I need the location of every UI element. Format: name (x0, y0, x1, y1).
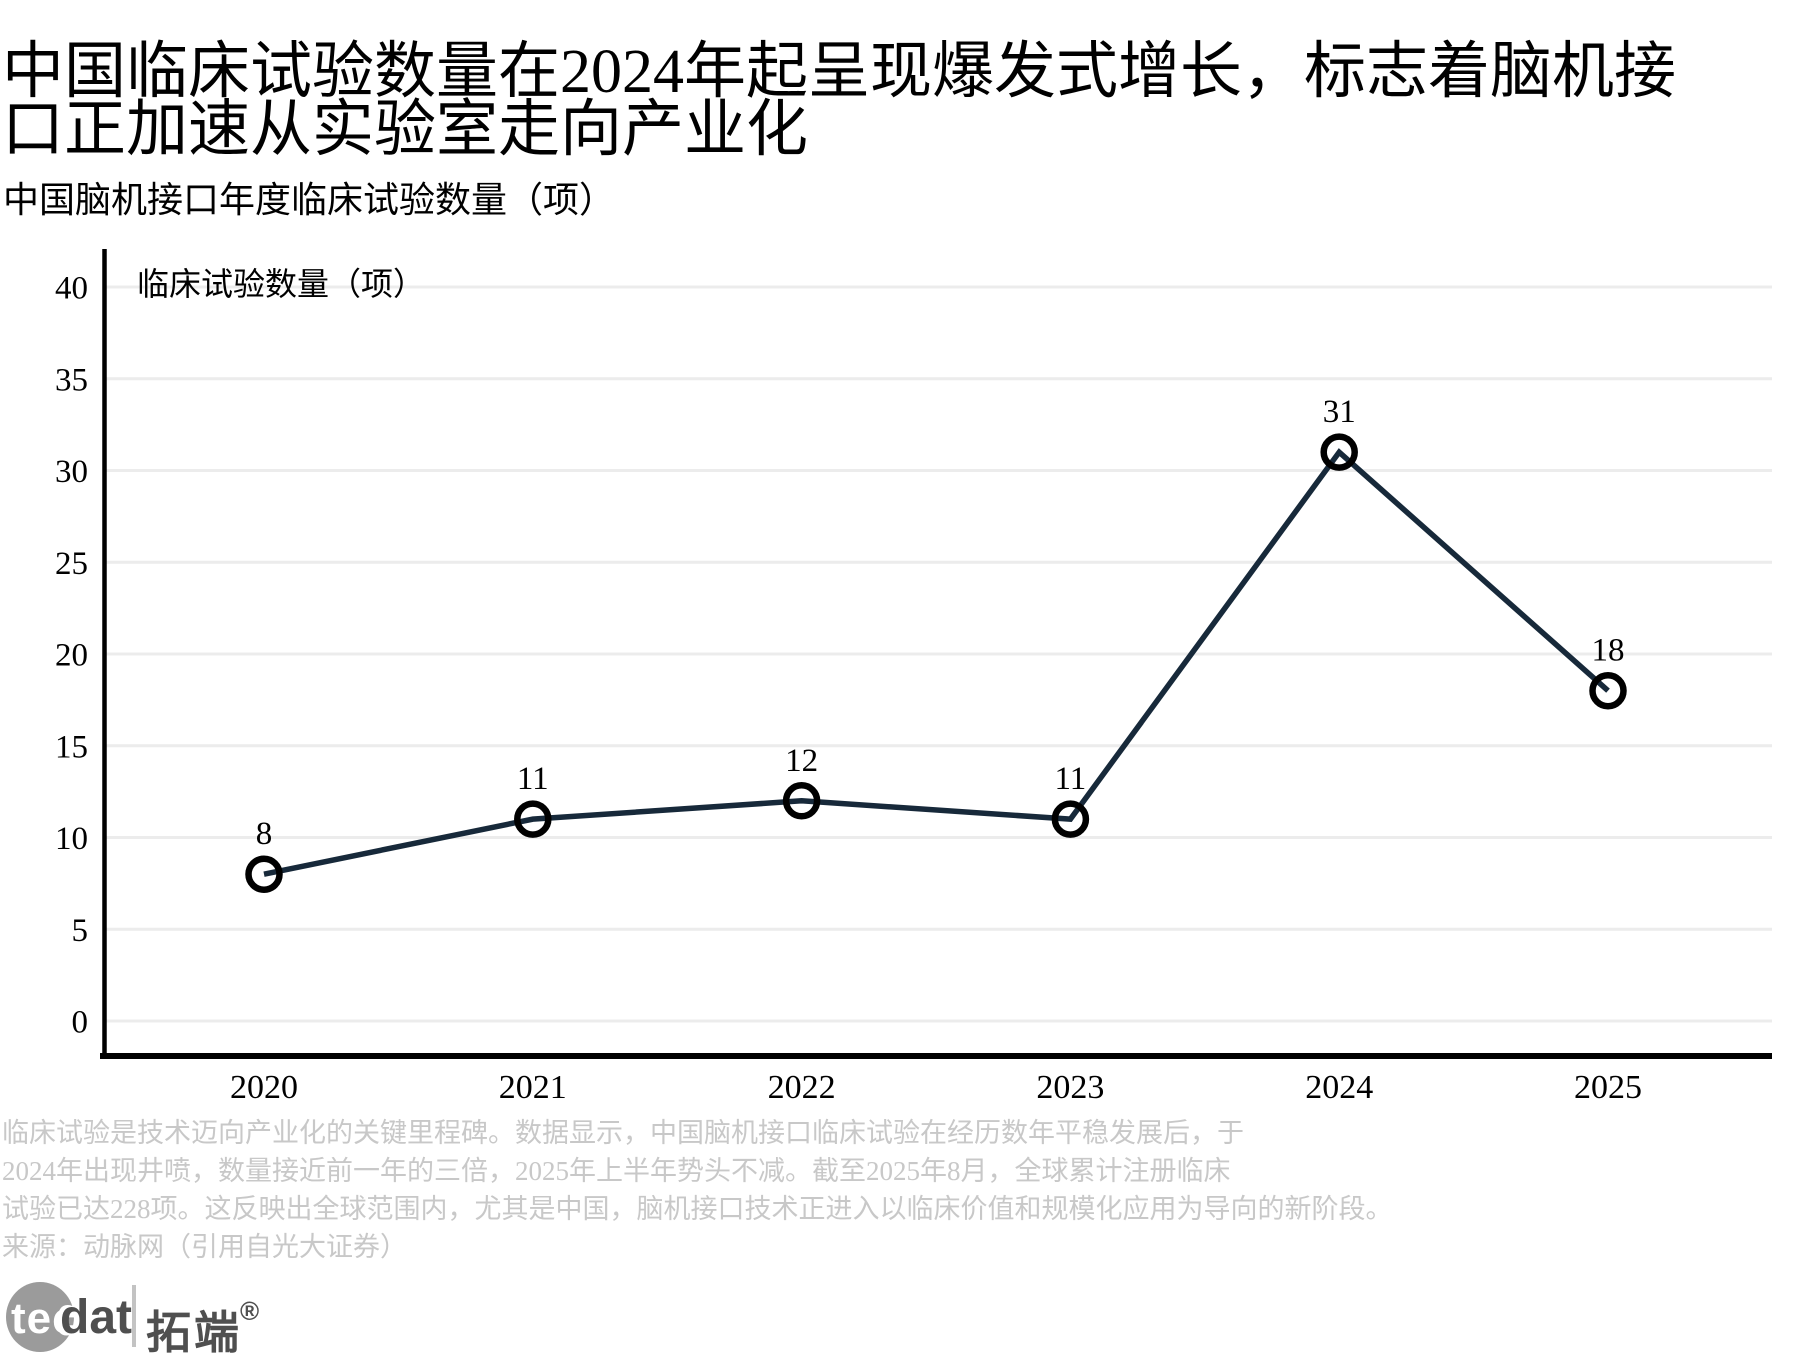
x-tick-label: 2024 (1305, 1069, 1373, 1106)
data-point-label: 11 (517, 761, 549, 797)
data-point-marker (245, 855, 283, 893)
data-line (263, 448, 1610, 877)
logo-circle-icon (6, 1282, 74, 1352)
chart-subtitle: 中国脑机接口年度临床试验数量（项） (3, 179, 616, 220)
data-point-marker (1051, 800, 1090, 838)
footnote-line: 试验已达228项。这反映出全球范围内，尤其是中国，脑机接口技术正进入以临床价值和… (2, 1194, 1393, 1224)
page-title-line-2: 口正加速从实验室走向产业化 (2, 96, 809, 165)
logo-divider (132, 1285, 136, 1347)
data-point-marker (782, 782, 821, 820)
data-point-label: 18 (1592, 633, 1625, 669)
x-tick-label: 2022 (768, 1069, 836, 1106)
x-tick-label: 2021 (499, 1069, 567, 1106)
footnote-line: 2024年出现井喷，数量接近前一年的三倍，2025年上半年势头不减。截至2025… (2, 1156, 1231, 1186)
page-title: 中国临床试验数量在2024年起呈现爆发式增长，标志着脑机接 口正加速从实验室走向… (2, 37, 1808, 165)
page-title-line-1: 中国临床试验数量在2024年起呈现爆发式增长，标志着脑机接 (2, 37, 1677, 106)
y-tick-label: 35 (55, 362, 88, 398)
data-point-marker (1589, 671, 1627, 710)
data-point-marker (514, 800, 552, 838)
legend-label: 临床试验数量（项） (137, 266, 425, 302)
y-tick-label: 5 (72, 913, 89, 949)
y-tick-label: 40 (55, 271, 88, 307)
y-tick-label: 25 (55, 546, 88, 582)
logo-text-dat: dat (60, 1291, 132, 1344)
data-point-label: 11 (1055, 761, 1087, 797)
y-tick-label: 20 (55, 638, 88, 674)
tecdat-logo: tec dat 拓端 ® (0, 1270, 340, 1361)
x-tick-label: 2023 (1036, 1069, 1104, 1106)
source-note: 来源：动脉网（引用自光大证券） (2, 1232, 407, 1262)
x-tick-label: 2020 (230, 1069, 298, 1106)
y-tick-label: 0 (72, 1005, 89, 1041)
data-point-label: 31 (1323, 394, 1356, 430)
data-point-label: 12 (785, 743, 818, 779)
y-tick-label: 30 (55, 454, 88, 490)
x-tick-label: 2025 (1574, 1069, 1642, 1106)
footnote: 临床试验是技术迈向产业化的关键里程碑。数据显示，中国脑机接口临床试验在经历数年平… (2, 1114, 1393, 1266)
logo-text-tec: tec (11, 1294, 78, 1343)
logo-text-cn: 拓端 (146, 1307, 243, 1358)
footnote-line: 临床试验是技术迈向产业化的关键里程碑。数据显示，中国脑机接口临床试验在经历数年平… (2, 1118, 1244, 1148)
data-point-marker (1320, 433, 1358, 471)
y-tick-label: 10 (55, 821, 88, 857)
registered-mark-icon: ® (240, 1296, 260, 1326)
data-point-label: 8 (256, 816, 273, 852)
y-tick-label: 15 (55, 729, 88, 765)
